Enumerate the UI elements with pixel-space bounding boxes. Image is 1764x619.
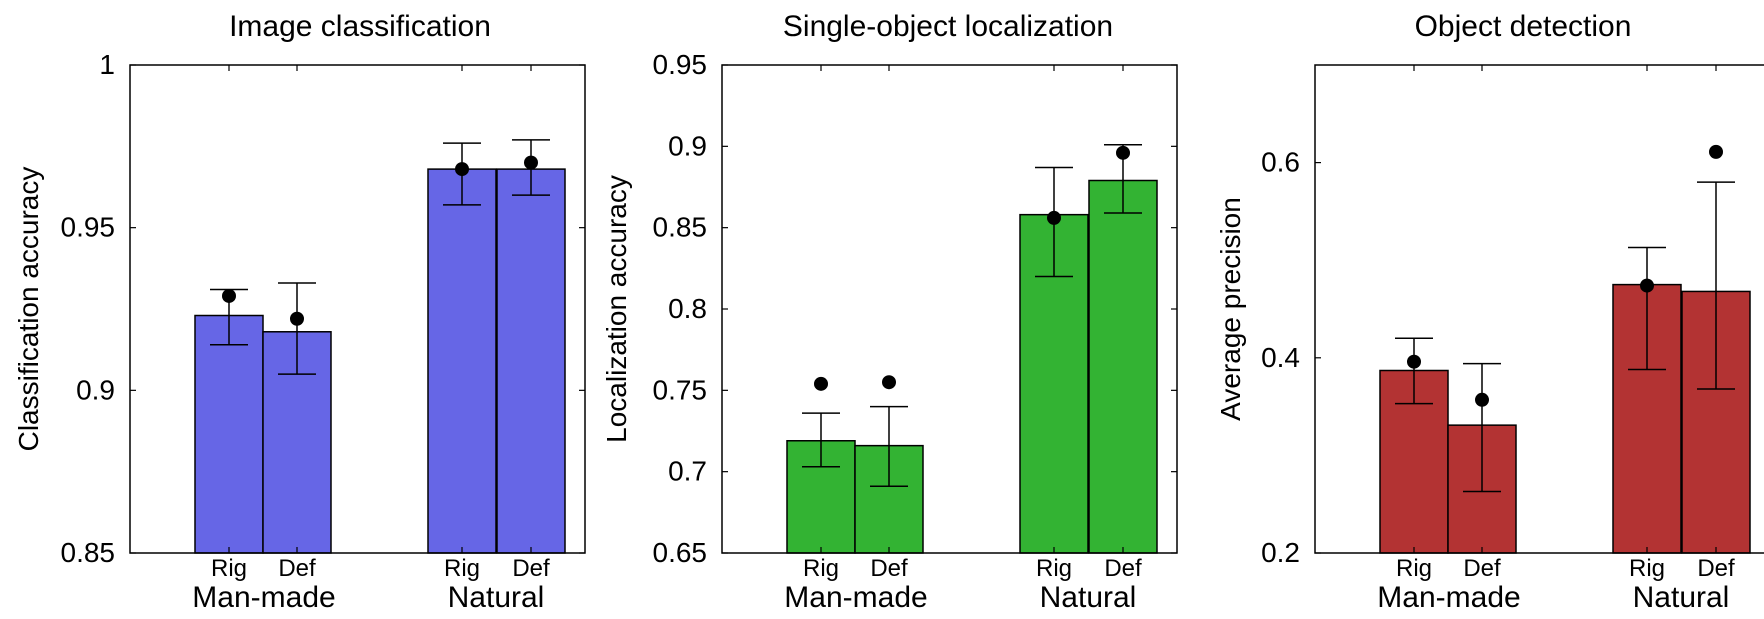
bar bbox=[1088, 179, 1158, 554]
y-tick-label: 0.65 bbox=[653, 537, 708, 568]
category-tick-label: Def bbox=[1104, 555, 1142, 582]
y-tick-label: 0.75 bbox=[653, 374, 708, 405]
y-tick-label: 0.2 bbox=[1261, 537, 1300, 568]
category-tick-label: Rig bbox=[1036, 555, 1072, 582]
y-tick-label: 0.9 bbox=[76, 374, 115, 405]
category-tick-label: Def bbox=[512, 555, 550, 582]
category-tick-label: Def bbox=[278, 555, 316, 582]
data-point-marker bbox=[814, 376, 828, 391]
y-tick-label: 0.8 bbox=[668, 293, 707, 324]
category-tick-label: Def bbox=[1463, 555, 1501, 582]
category-tick-label: Rig bbox=[444, 555, 480, 582]
data-point-marker bbox=[1709, 144, 1723, 159]
data-point-marker bbox=[1047, 210, 1061, 225]
data-point-marker bbox=[1640, 278, 1654, 293]
group-label: Natural bbox=[1633, 581, 1730, 614]
chart-title: Image classification bbox=[229, 10, 491, 43]
category-tick-label: Rig bbox=[1629, 555, 1665, 582]
y-tick-label: 0.85 bbox=[61, 537, 116, 568]
y-tick-label: 0.9 bbox=[668, 130, 707, 161]
chart-title: Single-object localization bbox=[783, 10, 1113, 43]
y-tick-label: 0.85 bbox=[653, 212, 708, 243]
y-tick-label: 0.6 bbox=[1261, 147, 1300, 178]
data-point-marker bbox=[1116, 145, 1130, 160]
data-point-marker bbox=[222, 288, 236, 303]
group-label: Natural bbox=[448, 581, 545, 614]
plot-frame bbox=[129, 64, 586, 554]
group-label: Man-made bbox=[192, 581, 335, 614]
y-tick-label: 1 bbox=[99, 49, 115, 80]
bar bbox=[194, 314, 264, 554]
y-axis-label: Classification accuracy bbox=[13, 167, 44, 452]
data-point-marker bbox=[524, 155, 538, 170]
bar bbox=[427, 168, 497, 554]
plot-frame bbox=[1314, 64, 1764, 554]
category-tick-label: Def bbox=[870, 555, 908, 582]
y-axis-label: Localization accuracy bbox=[601, 175, 632, 443]
group-label: Natural bbox=[1040, 581, 1137, 614]
chart-panel-1: Image classification Classification accur… bbox=[13, 10, 586, 614]
data-point-marker bbox=[882, 375, 896, 390]
data-point-marker bbox=[455, 162, 469, 177]
bar bbox=[496, 168, 566, 554]
chart-panel-3: Object detection Average precision Rig Def R… bbox=[1215, 10, 1764, 614]
y-tick-label: 0.95 bbox=[61, 212, 116, 243]
category-tick-label: Rig bbox=[803, 555, 839, 582]
y-tick-label: 0.4 bbox=[1261, 342, 1300, 373]
y-tick-label: 0.95 bbox=[653, 49, 708, 80]
category-tick-label: Rig bbox=[211, 555, 247, 582]
y-axis-label: Average precision bbox=[1215, 197, 1246, 421]
y-tick-label: 0.7 bbox=[668, 456, 707, 487]
group-label: Man-made bbox=[784, 581, 927, 614]
data-point-marker bbox=[1475, 392, 1489, 407]
category-tick-label: Def bbox=[1697, 555, 1735, 582]
data-point-marker bbox=[290, 311, 304, 326]
category-tick-label: Rig bbox=[1396, 555, 1432, 582]
data-point-marker bbox=[1407, 354, 1421, 369]
chart-title: Object detection bbox=[1415, 10, 1632, 43]
chart-panel-2: Single-object localization Localization a… bbox=[601, 10, 1178, 614]
group-label: Man-made bbox=[1377, 581, 1520, 614]
